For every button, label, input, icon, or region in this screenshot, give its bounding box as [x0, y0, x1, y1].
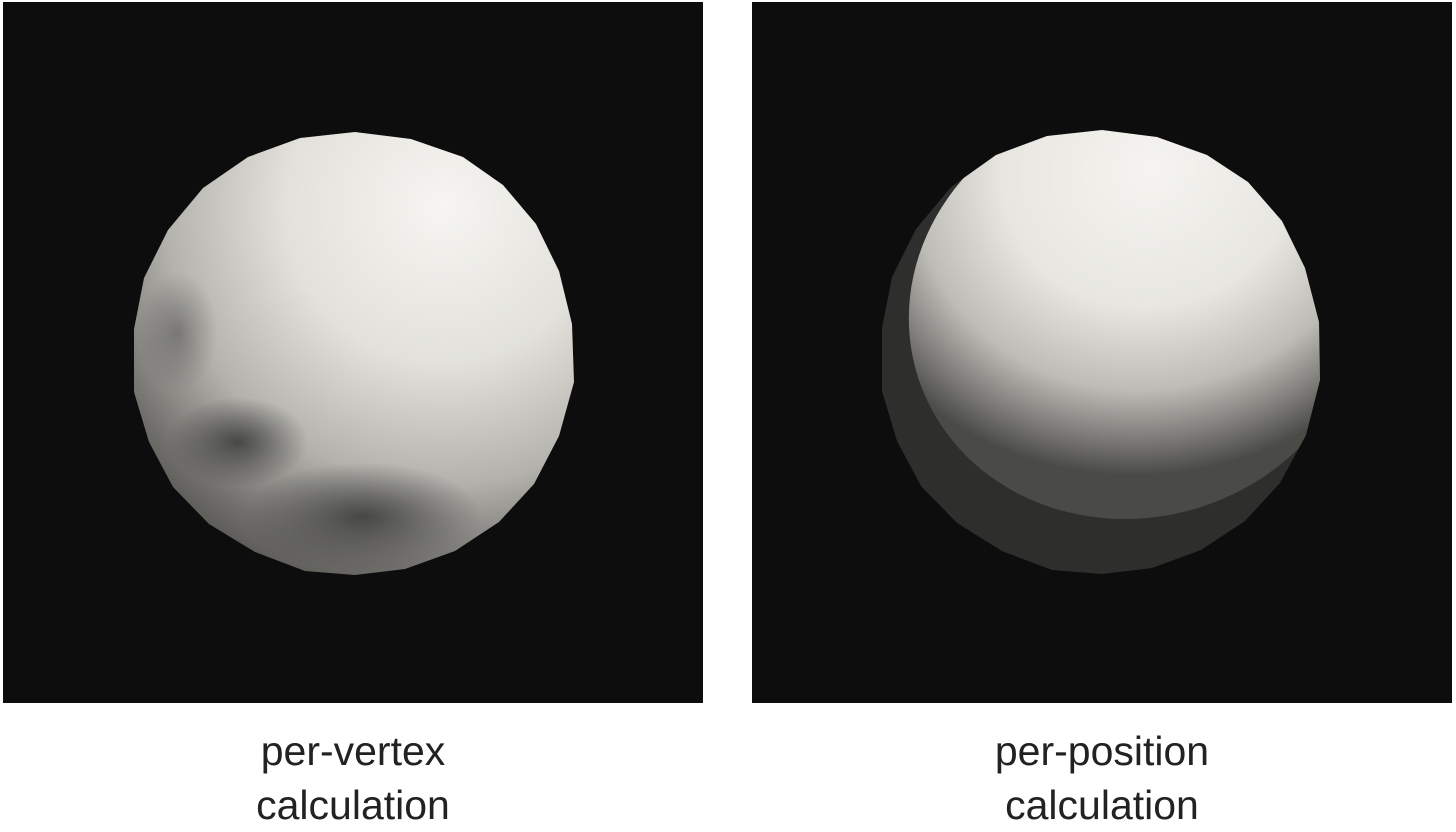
caption-per-position-line1: per-position [752, 724, 1452, 778]
caption-per-vertex-line2: calculation [3, 778, 703, 832]
caption-per-vertex-line1: per-vertex [3, 724, 703, 778]
sphere-render-per-vertex [3, 2, 703, 703]
caption-per-vertex: per-vertex calculation [3, 724, 703, 832]
render-panel-per-vertex [3, 2, 703, 703]
caption-per-position: per-position calculation [752, 724, 1452, 832]
caption-per-position-line2: calculation [752, 778, 1452, 832]
sphere-render-per-position [752, 2, 1452, 703]
render-panel-per-position [752, 2, 1452, 703]
